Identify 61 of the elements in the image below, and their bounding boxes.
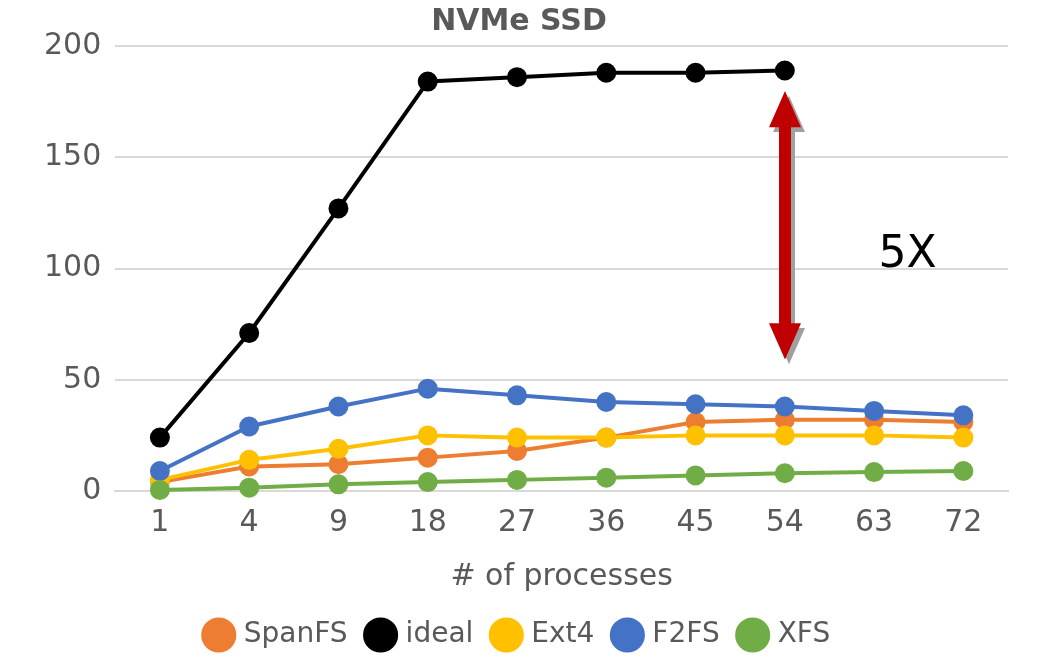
point — [506, 469, 527, 490]
point — [953, 460, 974, 481]
x-tick-label: 1 — [150, 502, 170, 538]
legend-label: SpanFS — [243, 616, 348, 650]
point — [774, 463, 795, 484]
point — [328, 454, 349, 475]
x-tick-label: 4 — [239, 502, 259, 538]
point — [864, 425, 885, 446]
point — [596, 392, 617, 412]
point — [685, 465, 706, 486]
point — [239, 449, 260, 470]
annotation: 5X — [878, 225, 937, 277]
point — [506, 385, 527, 406]
x-tick-label: 27 — [497, 502, 537, 538]
point — [506, 427, 527, 448]
point — [239, 323, 260, 344]
point — [239, 477, 260, 498]
point — [328, 198, 349, 219]
point — [506, 67, 527, 88]
point — [596, 467, 617, 488]
point — [774, 396, 795, 417]
point — [417, 472, 438, 493]
point — [328, 396, 349, 417]
point — [596, 62, 617, 83]
point — [864, 462, 885, 483]
point — [328, 438, 349, 459]
chart-title: NVMe SSD — [431, 1, 607, 37]
x-tick-label: 9 — [328, 502, 348, 538]
x-tick-label: 72 — [944, 502, 983, 538]
point — [685, 62, 706, 83]
point — [953, 427, 974, 448]
point — [149, 427, 170, 448]
legend-label: Ext4 — [531, 616, 595, 650]
legend-label: ideal — [405, 616, 474, 650]
x-tick-label: 36 — [587, 502, 626, 538]
legend-label: XFS — [777, 616, 831, 650]
point — [774, 60, 795, 81]
x-tick-label: 18 — [408, 502, 447, 538]
point — [685, 394, 706, 415]
y-tick-label: 0 — [82, 470, 102, 506]
point — [774, 425, 795, 446]
y-tick-label: 150 — [44, 137, 102, 173]
point — [417, 71, 438, 92]
point — [417, 378, 438, 399]
point — [328, 474, 349, 495]
x-tick-label: 45 — [676, 502, 715, 538]
y-tick-label: 100 — [44, 248, 102, 284]
y-tick-label: 200 — [44, 25, 102, 61]
y-tick-label: 50 — [63, 359, 102, 395]
point — [417, 425, 438, 446]
legend-label: F2FS — [652, 616, 720, 650]
x-tick-label: 54 — [765, 502, 804, 538]
point — [239, 416, 260, 437]
point — [864, 400, 885, 421]
point — [149, 479, 170, 500]
point — [685, 425, 706, 446]
point — [417, 447, 438, 468]
point — [149, 460, 170, 481]
x-tick-label: 63 — [855, 502, 894, 538]
x-axis-title: # of processes — [450, 556, 673, 592]
point — [953, 405, 974, 426]
